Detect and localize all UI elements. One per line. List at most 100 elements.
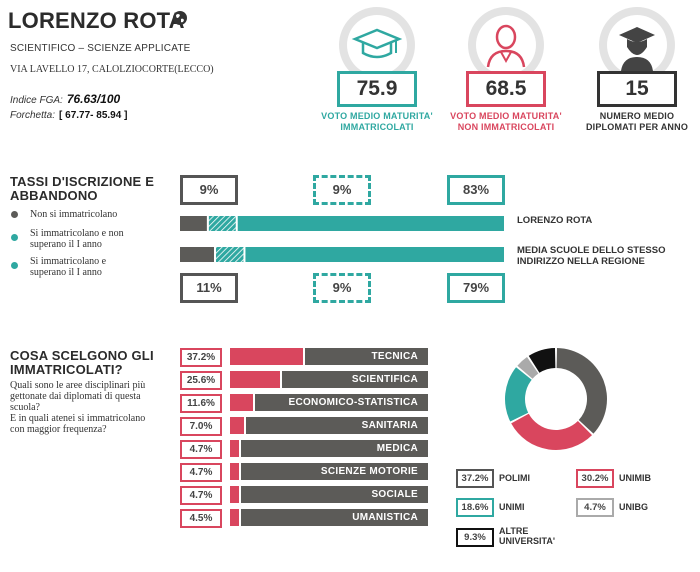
school-dropout-pct: 9%	[313, 175, 371, 205]
question-line-2: gettonate dai diplomati di questa	[10, 391, 141, 402]
stat-value-2: 68.5	[466, 71, 546, 107]
school-name: LORENZO ROTA	[8, 8, 185, 33]
region-bar-label: MEDIA SCUOLE DELLO STESSO INDIRIZZO NELL…	[517, 245, 666, 267]
area-bar-fill	[230, 509, 239, 526]
question-line-3: scuola?	[10, 402, 40, 413]
legend-not-enrolled: Non si immatricolano	[30, 209, 118, 220]
uni-polimi-pct: 37.2%	[456, 469, 494, 488]
enrollment-title: TASSI D'ISCRIZIONE E ABBANDONO	[10, 175, 154, 203]
donut-slice	[556, 348, 607, 434]
uni-unibg-pct: 4.7%	[576, 498, 614, 517]
school-address: VIA LAVELLO 17, CALOLZIOCORTE(LECCO)	[10, 64, 214, 75]
uni-altre-label: ALTRE UNIVERSITA'	[499, 526, 555, 546]
area-bar-fill	[230, 486, 239, 503]
legend-dot-enrolled-dropout	[11, 234, 18, 241]
area-row: 4.5% UMANISTICA	[180, 509, 430, 528]
stat-icon-circle-1	[339, 7, 415, 83]
area-bar-fill	[230, 348, 303, 365]
area-row: 4.7% SCIENZE MOTORIE	[180, 463, 430, 482]
uni-unibg-label: UNIBG	[619, 502, 648, 512]
area-name: SCIENZE MOTORIE	[241, 463, 428, 480]
enrollment-title-line-2: ABBANDONO	[10, 188, 98, 203]
choices-title-line-1: COSA SCELGONO GLI	[10, 348, 154, 363]
question-line-4: E in quali atenei si immatricolano	[10, 413, 146, 424]
area-pct: 7.0%	[180, 417, 222, 436]
areas-chart: 37.2% TECNICA 25.6% SCIENTIFICA 11.6% ECONOMI…	[180, 348, 430, 533]
area-bar-fill	[230, 463, 239, 480]
range-label: Forchetta:	[10, 110, 56, 121]
school-not-enrolled-pct: 9%	[180, 175, 238, 205]
region-pass-pct: 79%	[447, 273, 505, 303]
area-name: SCIENTIFICA	[282, 371, 428, 388]
region-bar-label-line-2: INDIRIZZO NELLA REGIONE	[517, 256, 645, 267]
legend-enrolled-dropout-line-1: Si immatricolano e non	[30, 228, 124, 239]
donut-slice	[505, 367, 532, 422]
school-type: SCIENTIFICO – SCIENZE APPLICATE	[10, 43, 191, 54]
legend-dot-not-enrolled	[11, 211, 18, 218]
area-pct: 4.7%	[180, 486, 222, 505]
graduate-icon	[619, 27, 655, 71]
area-bar-fill	[230, 394, 253, 411]
person-icon	[486, 24, 526, 68]
area-name: SOCIALE	[241, 486, 428, 503]
area-name: SANITARIA	[246, 417, 428, 434]
legend-enrolled-dropout: Si immatricolano e non superano il I ann…	[30, 228, 124, 250]
range-value: [ 67.77- 85.94 ]	[59, 110, 128, 121]
area-bar-fill	[230, 440, 239, 457]
uni-altre-label-line-2: UNIVERSITA'	[499, 536, 555, 546]
stat-label-1: VOTO MEDIO MATURITA' IMMATRICOLATI	[312, 111, 442, 133]
school-bar-label: LORENZO ROTA	[517, 215, 593, 226]
area-pct: 4.7%	[180, 440, 222, 459]
donut-slice	[517, 357, 539, 379]
choices-question: Quali sono le aree disciplinari più gett…	[10, 380, 145, 435]
graduation-cap-icon	[351, 28, 403, 59]
globe-icon[interactable]	[172, 10, 188, 26]
stat-label-1-line-2: IMMATRICOLATI	[340, 122, 414, 132]
area-row: 25.6% SCIENTIFICA	[180, 371, 430, 390]
enrollment-bars	[180, 216, 505, 262]
stat-icon-circle-3	[599, 7, 675, 83]
stat-label-3-line-2: DIPLOMATI PER ANNO	[585, 122, 689, 132]
legend-enrolled-pass-line-2: superano il I anno	[30, 267, 102, 278]
area-name: MEDICA	[241, 440, 428, 457]
legend-enrolled-pass-line-1: Si immatricolano e	[30, 256, 107, 267]
question-line-5: con maggior frequenza?	[10, 424, 107, 435]
area-row: 7.0% SANITARIA	[180, 417, 430, 436]
fga-label: Indice FGA:	[10, 95, 63, 106]
bar-segment-not-enrolled	[180, 216, 207, 231]
question-line-1: Quali sono le aree disciplinari più	[10, 380, 146, 391]
bar-segment-not-enrolled	[180, 247, 214, 262]
stat-label-2-line-2: NON IMMATRICOLATI	[457, 122, 555, 132]
universities-donut	[505, 348, 607, 450]
enrollment-title-line-1: TASSI D'ISCRIZIONE E	[10, 174, 155, 189]
uni-polimi-label: POLIMI	[499, 473, 530, 483]
area-pct: 37.2%	[180, 348, 222, 367]
area-bar-fill	[230, 417, 244, 434]
region-stacked-bar	[180, 247, 505, 262]
donut-slice	[511, 413, 593, 450]
stat-label-2: VOTO MEDIO MATURITA' NON IMMATRICOLATI	[441, 111, 571, 133]
uni-altre-pct: 9.3%	[456, 528, 494, 547]
area-pct: 4.5%	[180, 509, 222, 528]
stat-label-2-line-1: VOTO MEDIO MATURITA'	[450, 111, 562, 121]
uni-unimi-label: UNIMI	[499, 502, 525, 512]
area-row: 4.7% MEDICA	[180, 440, 430, 459]
region-dropout-pct: 9%	[313, 273, 371, 303]
school-stacked-bar	[180, 216, 505, 231]
stat-icon-circle-2	[468, 7, 544, 83]
choices-title-line-2: IMMATRICOLATI?	[10, 362, 123, 377]
stat-label-3: NUMERO MEDIO DIPLOMATI PER ANNO	[572, 111, 700, 133]
area-bar-fill	[230, 371, 280, 388]
fga-range: Forchetta:[ 67.77- 85.94 ]	[10, 110, 127, 121]
donut-slice	[528, 348, 556, 373]
legend-enrolled-dropout-line-2: superano il I anno	[30, 239, 102, 250]
area-pct: 4.7%	[180, 463, 222, 482]
legend-enrolled-pass: Si immatricolano e superano il I anno	[30, 256, 106, 278]
area-row: 4.7% SOCIALE	[180, 486, 430, 505]
choices-title: COSA SCELGONO GLI IMMATRICOLATI?	[10, 349, 154, 377]
stat-label-3-line-1: NUMERO MEDIO	[599, 111, 675, 121]
uni-unimib-label: UNIMIB	[619, 473, 651, 483]
uni-altre-label-line-1: ALTRE	[499, 526, 529, 536]
stat-value-3: 15	[597, 71, 677, 107]
fga-index: Indice FGA: 76.63/100	[10, 92, 120, 106]
